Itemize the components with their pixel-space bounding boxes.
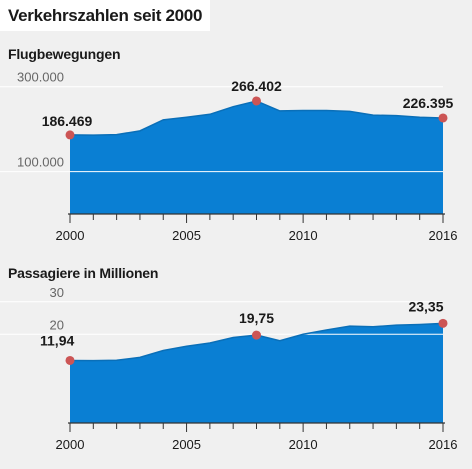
page-title: Verkehrszahlen seit 2000: [0, 0, 211, 31]
y-tick-label: 100.000: [17, 155, 64, 170]
y-tick-label: 300.000: [17, 70, 64, 85]
data-label: 266.402: [231, 78, 282, 94]
y-tick-label: 20: [50, 317, 64, 332]
data-point-marker: [438, 318, 448, 328]
data-point-marker: [65, 130, 75, 140]
passagiere-chart: 20 30 2000 2005 2010 2016 11,94 19,75 23,35: [0, 285, 458, 452]
x-tick-label: 2010: [289, 228, 318, 243]
x-tick-label: 2016: [429, 228, 458, 243]
x-tick-label: 2005: [172, 228, 201, 243]
series-area: [70, 323, 443, 423]
x-tick-label: 2016: [429, 437, 458, 452]
x-tick-label: 2005: [172, 437, 201, 452]
data-label: 11,94: [40, 332, 74, 348]
data-label: 19,75: [239, 310, 274, 326]
data-point-marker: [252, 330, 261, 340]
data-point-marker: [65, 355, 75, 365]
flugbewegungen-chart: 100.000 300.000 2000 2005 2010 2016 186.469 266…: [0, 70, 458, 243]
x-tick-label: 2010: [289, 437, 318, 452]
data-label: 186.469: [42, 113, 93, 129]
chart-1-title: Flugbewegungen: [8, 46, 121, 62]
data-label: 23,35: [408, 298, 443, 314]
x-tick-label: 2000: [56, 437, 85, 452]
series-area: [70, 100, 443, 214]
x-tick-label: 2000: [56, 228, 85, 243]
data-point-marker: [438, 113, 448, 123]
data-label: 226.395: [403, 95, 454, 111]
y-tick-label: 30: [50, 285, 64, 300]
chart-2-title: Passagiere in Millionen: [8, 265, 159, 281]
data-point-marker: [252, 96, 261, 106]
